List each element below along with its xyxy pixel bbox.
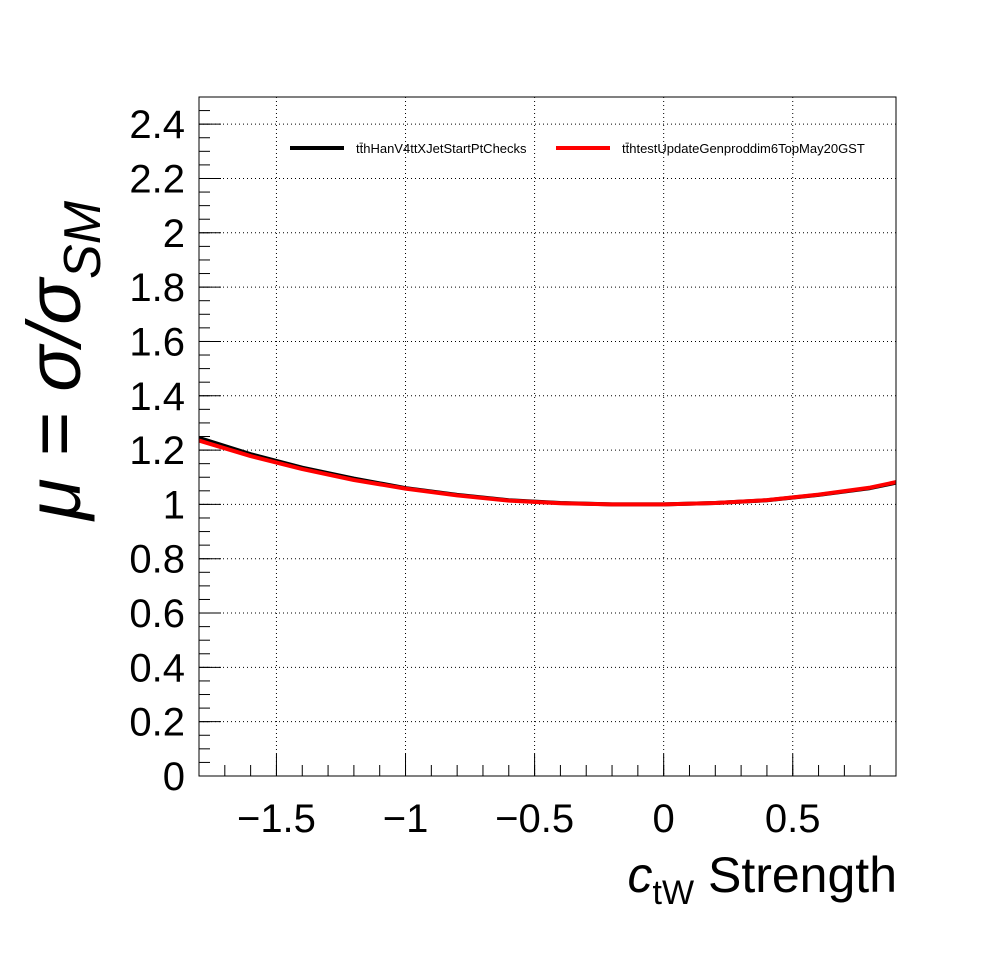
grid <box>199 97 896 777</box>
x-axis-title: ctW Strength <box>628 847 897 912</box>
axes: 0 0.2 0.4 0.6 0.8 1 1.2 1.4 1.6 1.8 2 2.2 2.4 −1.5 −1 −… <box>129 96 897 841</box>
y-tick-label: 0.8 <box>129 538 185 582</box>
x-tick-label: −0.5 <box>495 797 574 841</box>
legend: tt̄hHanV4ttXJetStartPtChecks tt̄htestUpda… <box>290 141 865 156</box>
y-axis-title-sub: SM <box>54 200 112 279</box>
y-tick-label: 1 <box>163 483 185 527</box>
legend-label-1: tt̄hHanV4ttXJetStartPtChecks <box>356 141 527 156</box>
y-tick-label: 2.4 <box>129 103 185 147</box>
x-tick-label: 0 <box>653 797 675 841</box>
y-tick-label: 1.6 <box>129 320 185 364</box>
y-tick-label: 0.2 <box>129 701 185 745</box>
x-tick-label: −1 <box>383 797 429 841</box>
x-axis-title-main: c <box>628 847 653 903</box>
y-tick-label: 0.6 <box>129 592 185 636</box>
x-axis-title-rest: Strength <box>694 847 897 903</box>
x-tick-label: 0.5 <box>765 797 821 841</box>
y-tick-label: 1.8 <box>129 266 185 310</box>
y-axis-title: μ = σ/σSM <box>12 200 112 522</box>
y-tick-label: 2.2 <box>129 157 185 201</box>
x-tick-label: −1.5 <box>237 797 316 841</box>
y-tick-label: 2 <box>163 212 185 256</box>
x-axis-title-sub: tW <box>653 874 695 912</box>
y-tick-label: 1.2 <box>129 429 185 473</box>
y-tick-label: 0 <box>163 755 185 799</box>
plot-frame <box>198 96 897 777</box>
series-line-2 <box>198 438 897 507</box>
series-lines <box>198 435 897 507</box>
y-axis-title-main: μ = σ/σ <box>12 276 97 522</box>
y-tick-label: 0.4 <box>129 646 185 690</box>
legend-label-2: tt̄htestUpdateGenproddim6TopMay20GST <box>622 141 865 156</box>
y-tick-label: 1.4 <box>129 375 185 419</box>
